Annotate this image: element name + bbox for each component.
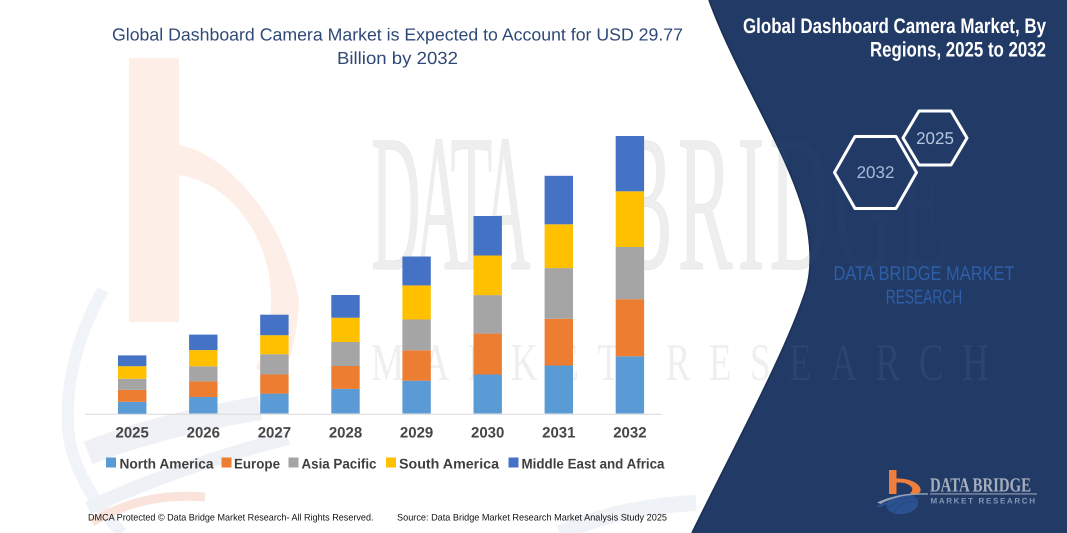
svg-text:Global Dashboard Camera Market: Global Dashboard Camera Market is Expect… bbox=[112, 25, 683, 45]
svg-text:2026: 2026 bbox=[187, 425, 220, 442]
svg-text:2025: 2025 bbox=[916, 129, 954, 148]
svg-text:MARKET RESEARCH: MARKET RESEARCH bbox=[931, 497, 1036, 506]
svg-text:RESEARCH: RESEARCH bbox=[886, 286, 963, 308]
svg-text:2032: 2032 bbox=[857, 163, 895, 182]
svg-text:Billion by 2032: Billion by 2032 bbox=[337, 48, 458, 68]
svg-text:DMCA Protected © Data Bridge M: DMCA Protected © Data Bridge Market Rese… bbox=[88, 513, 374, 524]
svg-text:2027: 2027 bbox=[258, 425, 291, 442]
svg-text:South America: South America bbox=[399, 456, 499, 472]
svg-text:2025: 2025 bbox=[116, 425, 149, 442]
svg-text:Global Dashboard Camera Market: Global Dashboard Camera Market, By bbox=[743, 15, 1046, 38]
svg-text:DATA BRIDGE: DATA BRIDGE bbox=[930, 474, 1031, 496]
svg-text:Asia Pacific: Asia Pacific bbox=[302, 456, 377, 472]
svg-text:DATA BRIDGE MARKET: DATA BRIDGE MARKET bbox=[834, 263, 1015, 285]
svg-text:2029: 2029 bbox=[400, 425, 433, 442]
svg-text:2031: 2031 bbox=[542, 425, 575, 442]
svg-text:Europe: Europe bbox=[234, 456, 280, 472]
svg-text:2030: 2030 bbox=[471, 425, 504, 442]
svg-text:Source: Data Bridge Market Res: Source: Data Bridge Market Research Mark… bbox=[397, 513, 667, 524]
svg-text:2032: 2032 bbox=[613, 425, 646, 442]
svg-text:Middle East and Africa: Middle East and Africa bbox=[522, 456, 665, 472]
svg-text:Regions, 2025 to 2032: Regions, 2025 to 2032 bbox=[870, 39, 1046, 62]
svg-text:DATA: DATA bbox=[371, 95, 530, 312]
svg-text:2028: 2028 bbox=[329, 425, 362, 442]
svg-text:North America: North America bbox=[120, 456, 214, 472]
